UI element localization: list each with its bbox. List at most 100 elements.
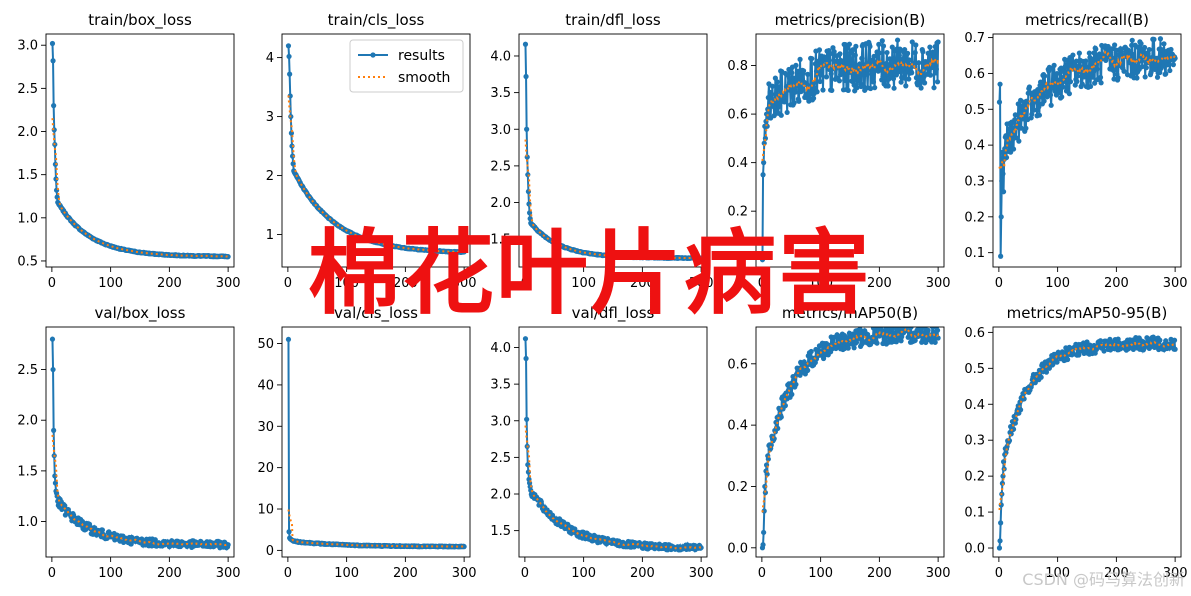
results-point (1051, 62, 1057, 68)
results-point (927, 72, 934, 78)
results-point (823, 74, 830, 80)
chart-panel-metrics-recall-b-: metrics/recall(B) 0 100 200 300 0.1 0.2 0.3 0.4 0… (964, 11, 1187, 291)
results-point (851, 345, 857, 351)
results-point (1093, 46, 1099, 52)
results-point (872, 85, 878, 91)
results-point (783, 91, 789, 97)
y-tick-label: 50 (257, 337, 274, 352)
y-tick-label: 2.5 (17, 363, 38, 378)
results-point (906, 76, 912, 82)
results-point (1058, 65, 1064, 71)
results-point (524, 126, 530, 132)
results-point (909, 70, 915, 76)
results-point (906, 57, 912, 63)
results-point (285, 43, 292, 49)
results-point (698, 255, 704, 261)
results-point (859, 55, 865, 61)
y-tick-label: 0.7 (964, 31, 985, 46)
results-point (879, 38, 885, 44)
x-tick-label: 0 (995, 276, 1003, 291)
results-point (927, 44, 933, 50)
results-point (816, 47, 823, 53)
results-point (846, 41, 853, 47)
x-tick-label: 200 (1104, 566, 1129, 581)
plot-area (522, 41, 704, 261)
results-point (805, 367, 811, 373)
plot-area (996, 36, 1178, 259)
y-tick-label: 0 (266, 544, 274, 559)
y-tick-label: 0.2 (727, 205, 748, 220)
y-tick-label: 2.5 (490, 159, 511, 174)
results-point (778, 414, 784, 420)
y-tick-label: 0.5 (964, 103, 985, 118)
results-point (1089, 56, 1095, 62)
chart-panel-val-cls-loss: val/cls_loss 0 100 200 300 0 10 20 30 40 50 (257, 304, 476, 581)
series-results-line (761, 327, 940, 548)
results-point (1073, 58, 1080, 64)
results-point (1156, 55, 1162, 61)
results-point (804, 82, 810, 88)
results-point (877, 66, 884, 72)
results-point (1115, 75, 1121, 81)
results-point (1016, 138, 1022, 144)
x-tick-label: 0 (521, 276, 529, 291)
y-tick-label: 3.5 (490, 378, 511, 393)
x-tick-label: 300 (1163, 566, 1188, 581)
chart-title: val/box_loss (95, 304, 186, 323)
x-tick-label: 0 (48, 276, 56, 291)
results-point (760, 172, 766, 178)
results-point (289, 153, 296, 159)
y-tick-label: 0.6 (964, 326, 985, 341)
results-point (839, 67, 845, 74)
results-point (49, 336, 56, 342)
results-point (786, 75, 793, 81)
results-point (99, 527, 105, 533)
y-tick-label: 1.5 (17, 464, 38, 479)
results-point (289, 143, 295, 149)
results-point (905, 334, 911, 340)
results-point (1026, 84, 1033, 90)
x-tick-label: 300 (452, 566, 477, 581)
results-point (53, 176, 59, 182)
results-point (1086, 50, 1092, 56)
results-point (523, 355, 529, 362)
results-point (896, 52, 902, 58)
results-point (997, 81, 1003, 87)
results-point (1094, 66, 1100, 72)
results-point (839, 59, 845, 65)
y-tick-label: 0.5 (17, 254, 38, 269)
results-point (871, 53, 877, 59)
series-smooth-line (524, 139, 702, 260)
series-smooth-line (761, 327, 939, 513)
results-point (883, 60, 890, 67)
y-tick-label: 1.5 (490, 524, 511, 539)
y-tick-label: 0.1 (964, 506, 985, 521)
results-point (874, 340, 880, 346)
axes-frame (45, 326, 235, 558)
results-point (844, 45, 850, 51)
y-tick-label: 0.3 (964, 174, 985, 189)
results-point (854, 85, 860, 91)
y-tick-label: 2.0 (17, 125, 38, 140)
results-point (1076, 352, 1082, 358)
chart-panel-metrics-map50-95-b-: metrics/mAP50-95(B) 0 100 200 300 0.0 0.1 0.2 0.… (964, 304, 1187, 581)
results-point (926, 58, 932, 64)
results-point (1020, 116, 1027, 122)
results-point (909, 39, 915, 45)
results-point (904, 50, 911, 57)
results-point (285, 336, 292, 343)
chart-title: train/box_loss (88, 11, 192, 30)
results-point (778, 112, 784, 118)
y-tick-label: 4 (266, 51, 274, 66)
results-point (50, 366, 56, 373)
results-point (1090, 74, 1096, 80)
series-smooth-line (998, 340, 1176, 511)
chart-title: metrics/mAP50(B) (782, 304, 918, 322)
results-point (1070, 52, 1076, 58)
y-tick-label: 0.6 (727, 108, 748, 123)
results-point (1097, 338, 1104, 344)
results-point (791, 100, 797, 106)
x-tick-label: 100 (98, 276, 123, 291)
results-point (891, 85, 897, 91)
